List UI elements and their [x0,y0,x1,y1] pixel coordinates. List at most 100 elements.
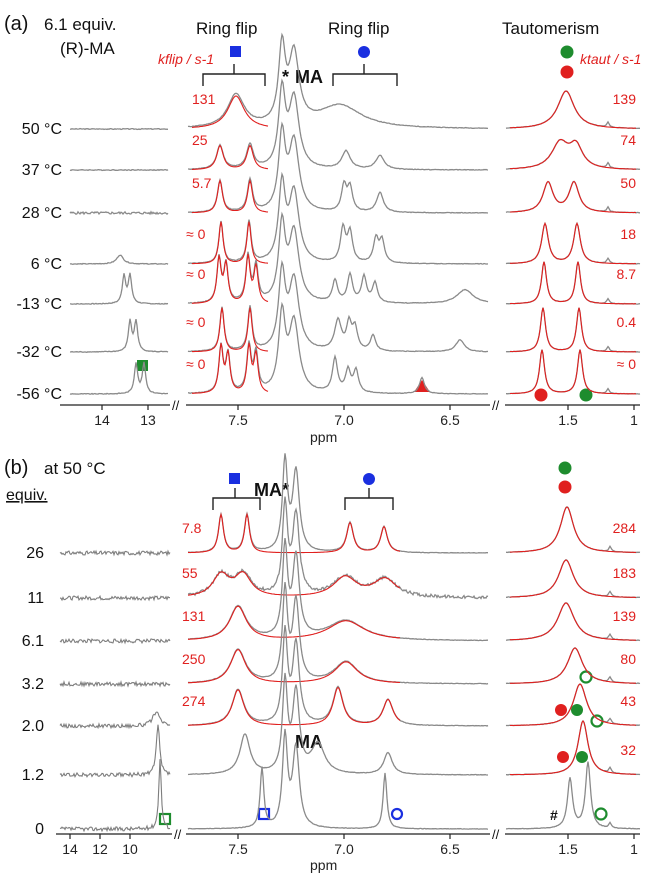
panel-a: (a) 6.1 equiv. (R)-MA Ring flip Ring fli… [4,13,641,445]
tick-label: 6.5 [440,841,460,857]
kflip-value: ≈ 0 [186,356,206,372]
ktaut-fit-curve-b [509,683,637,727]
tick-label: 14 [62,841,78,857]
annotation-ma-star: MA* [254,480,289,500]
annotation-asterisk: * [282,67,289,87]
tick-label: 13 [140,412,156,428]
ktaut-fit-curve [510,221,636,265]
tick-label: 7.5 [228,841,248,857]
kflip-fit-curve [192,342,269,394]
ktaut-fit-curve [510,180,636,214]
tick-label: 12 [92,841,108,857]
kflip-fit-curve-b [187,571,401,596]
ktaut-value-b: 43 [620,693,636,709]
tick-label: 7.0 [334,841,354,857]
tick-label: 14 [94,412,110,428]
ktaut-fit-curve-b [510,720,636,776]
blue-square-marker-b [229,473,240,484]
bracket-right [332,64,398,86]
ktaut-fit-curve [509,138,637,170]
panel-a-ktaut-unit: ktaut / s-1 [580,51,641,67]
equiv-label: 0 [35,821,44,838]
nh-spectrum-b [59,759,171,833]
temperature-label: -13 °C [16,296,62,313]
tick-label: 1.5 [558,412,578,428]
ktaut-value: 8.7 [617,266,637,282]
bracket-right-b [344,488,394,510]
nh-spectrum-b [59,637,171,645]
axis-break-a2: // [492,398,500,413]
ktaut-value-b: 183 [613,565,637,581]
red-circle-marker-20 [557,751,569,763]
nh-spectrum [69,168,169,172]
ktaut-fit-curve-b [510,559,636,598]
green-circle-marker-low [579,388,593,402]
panel-a-region-ringflip-2: Ring flip [328,19,389,38]
kflip-value-b: 274 [182,693,206,709]
ktaut-value: 0.4 [617,314,637,330]
kflip-value: ≈ 0 [186,266,206,282]
kflip-fit-curve-b [187,512,401,554]
panel-a-kflip-unit: kflip / s-1 [158,51,214,67]
panel-a-region-ringflip-1: Ring flip [196,19,257,38]
aromatic-spectrum [187,259,489,353]
panel-b-ticks: 14 12 10 7.5 7.0 6.5 1.5 1 [62,834,638,857]
equiv-label: 11 [27,590,44,607]
equiv-label: 3.2 [22,676,44,693]
kflip-fit-curve-b [188,686,401,726]
panel-b-label: (b) [4,457,28,479]
open-green-circle-marker-0 [594,807,608,821]
aromatic-spectrum-b [187,538,488,642]
kflip-fit-curve [192,144,269,170]
panel-a-xlabel: ppm [310,429,337,445]
ktaut-value: 139 [613,91,637,107]
panel-a-condition-equiv: 6.1 equiv. [44,15,116,34]
kflip-value: ≈ 0 [186,226,206,242]
aromatic-spectrum [187,171,489,265]
equiv-label: 1.2 [22,767,44,784]
ktaut-value-b: 139 [613,608,637,624]
nh-spectrum [69,318,169,353]
axis-break-b2: // [492,827,500,842]
panel-a-condition-ma: (R)-MA [60,39,115,58]
ktaut-fit-curve [509,307,636,353]
panel-b-row-header: equiv. [6,487,48,504]
temperature-label: -56 °C [16,386,62,403]
kflip-fit-curve [191,178,269,214]
ktaut-value: 74 [620,132,636,148]
open-blue-circle-marker [390,807,404,821]
red-circle-marker-low [534,388,548,402]
ktaut-value-b: 32 [620,742,636,758]
tick-label: 1.5 [558,841,578,857]
green-square-marker [137,360,148,371]
panel-a-ticks: 14 13 7.5 7.0 6.5 1.5 1 [94,405,638,428]
green-circle-marker-20 [576,751,588,763]
red-circle-marker-32 [555,704,567,716]
nh-spectrum-b [59,549,171,557]
nh-spectrum-b [59,711,171,730]
aromatic-spectrum [187,32,489,130]
ktaut-fit-curve-b [510,602,636,641]
tick-label: 1 [630,412,638,428]
aromatic-spectrum-b [187,453,488,554]
tick-label: 7.0 [334,412,354,428]
equiv-label: 2.0 [22,718,44,735]
ktaut-value-b: 284 [613,520,637,536]
kflip-fit-curve-b [188,605,401,640]
annotation-hash: # [550,807,558,823]
aromatic-spectrum-b [187,582,489,685]
temperature-label: -32 °C [16,344,62,361]
open-blue-square-marker [257,807,271,821]
panel-a-label: (a) [4,13,28,35]
kflip-value: 5.7 [192,175,212,191]
green-circle-marker [560,45,574,59]
nh-spectrum-b [59,594,171,602]
kflip-value-b: 7.8 [182,520,202,536]
red-circle-marker [560,65,574,79]
aromatic-spectrum-b [187,672,488,776]
kflip-value: 131 [192,91,216,107]
axis-break-a1: // [172,398,180,413]
panel-b-condition: at 50 °C [44,459,106,478]
blue-square-marker [230,46,241,57]
